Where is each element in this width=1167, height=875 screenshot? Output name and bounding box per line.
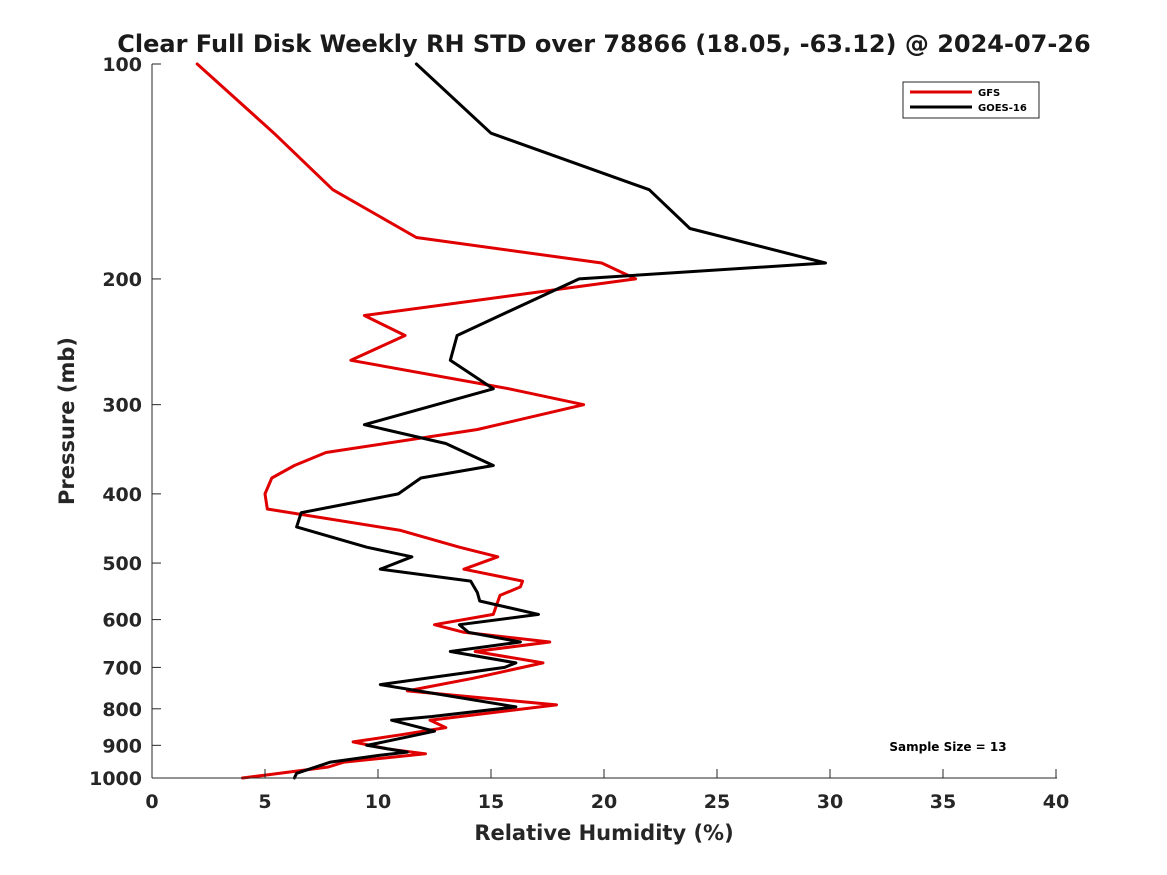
- chart-title: Clear Full Disk Weekly RH STD over 78866…: [117, 30, 1090, 58]
- y-tick-label: 600: [102, 610, 142, 632]
- x-tick-label: 5: [258, 791, 271, 813]
- x-tick-label: 15: [478, 791, 504, 813]
- x-tick-label: 20: [591, 791, 617, 813]
- y-ticks: 100 200 300 400 500 600 700 800 900 1000: [89, 54, 161, 790]
- x-tick-label: 10: [365, 791, 391, 813]
- legend-label-goes16: GOES-16: [978, 103, 1027, 114]
- y-tick-label: 100: [102, 54, 142, 76]
- y-tick-label: 900: [102, 735, 142, 757]
- x-tick-label: 0: [145, 791, 158, 813]
- series-line-gfs: [195, 62, 638, 780]
- legend-label-gfs: GFS: [978, 88, 1000, 99]
- y-tick-label: 300: [102, 395, 142, 417]
- y-tick-label: 200: [102, 269, 142, 291]
- legend-box: [902, 81, 1040, 119]
- x-tick-label: 40: [1043, 791, 1069, 813]
- x-tick-label: 30: [817, 791, 843, 813]
- series-layer: [195, 62, 827, 780]
- sample-size-annotation: Sample Size = 13: [889, 740, 1006, 754]
- series-line-goes16: [292, 62, 827, 780]
- x-tick-label: 25: [704, 791, 730, 813]
- x-ticks: 0 5 10 15 20 25 30 35 40: [145, 769, 1069, 813]
- y-tick-label: 700: [102, 657, 142, 679]
- y-tick-label: 800: [102, 699, 142, 721]
- x-tick-label: 35: [930, 791, 956, 813]
- y-tick-label: 500: [102, 553, 142, 575]
- y-tick-label: 400: [102, 484, 142, 506]
- y-tick-label: 1000: [89, 768, 142, 790]
- y-axis-label: Pressure (mb): [55, 337, 79, 505]
- x-axis-label: Relative Humidity (%): [474, 821, 733, 845]
- legend: GFS GOES-16: [902, 81, 1040, 119]
